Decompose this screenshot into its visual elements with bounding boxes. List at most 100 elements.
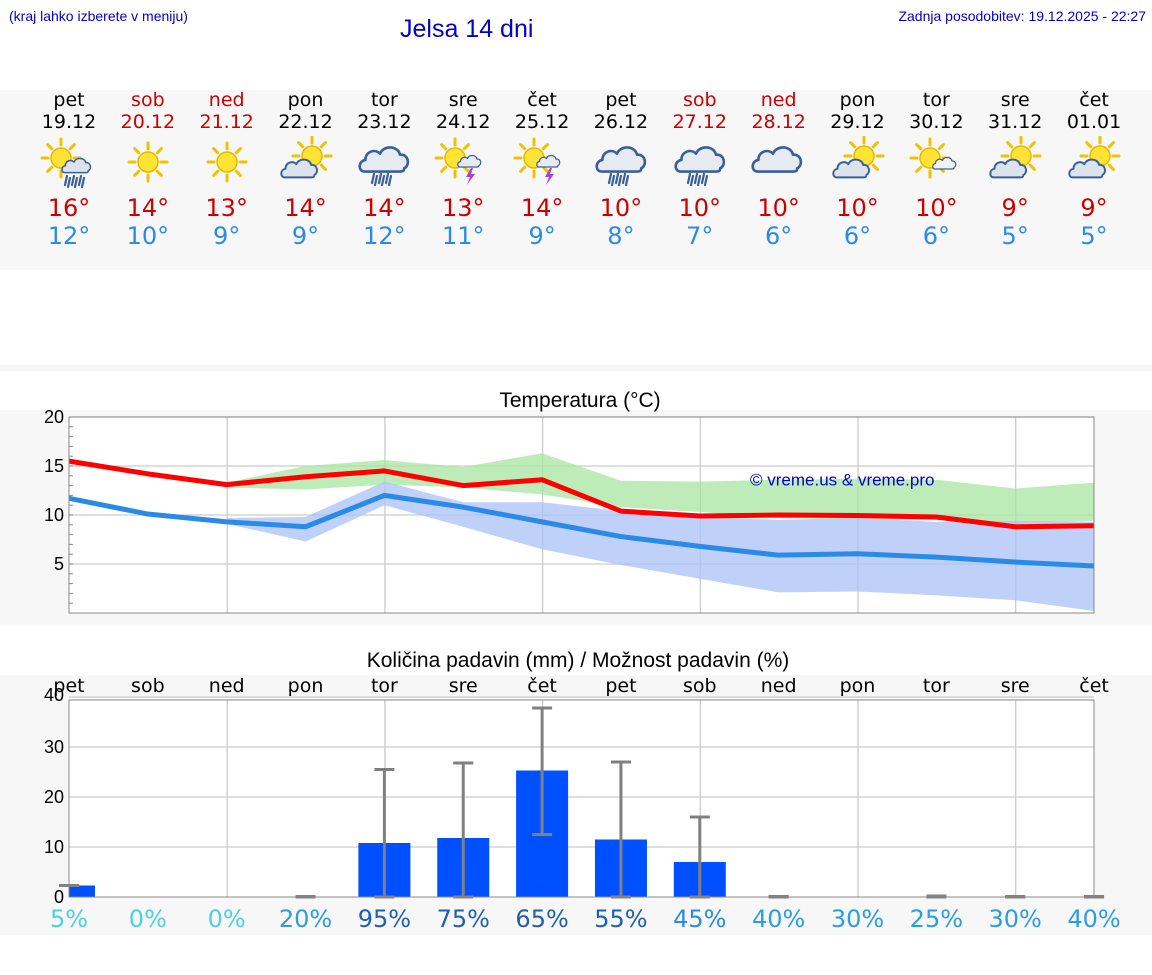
temperature-chart: Temperatura (°C) 20 15 10 5 © vreme.us & vrem… — [0, 389, 1152, 625]
plot-frame — [68, 699, 1095, 898]
min-temperature-band — [226, 481, 1095, 612]
cloudy-icon — [751, 146, 802, 173]
location-hint: (kraj lahko izberete v meniju) — [9, 8, 188, 24]
max-temperature: 13° — [205, 194, 248, 222]
min-temperature: 6° — [843, 222, 872, 250]
sun-icon — [127, 141, 169, 183]
max-temperature: 14° — [363, 194, 406, 222]
forecast-strip — [0, 90, 1152, 270]
max-temperature-line — [68, 458, 1095, 530]
day-of-week: čet — [527, 89, 557, 111]
y-tick-label: 10 — [44, 505, 64, 525]
y-tick-label: 10 — [44, 837, 64, 857]
day-of-week: pet — [605, 89, 637, 111]
precipitation-probability: 5% — [50, 905, 88, 933]
precipitation-probability: 20% — [279, 905, 332, 933]
day-column: pet 26.12 10° 8° — [581, 90, 661, 250]
category-label: sob — [683, 675, 717, 697]
partly-cloudy-icon — [989, 136, 1042, 179]
y-tick-label: 20 — [44, 787, 64, 807]
y-tick-label: 30 — [44, 737, 64, 757]
category-label: pet — [53, 675, 84, 697]
min-temperature: 12° — [47, 222, 91, 250]
cloud-rain-icon — [358, 146, 410, 187]
day-column: sob 27.12 10° 7° — [660, 90, 740, 250]
day-date: 29.12 — [830, 111, 885, 133]
day-of-week: čet — [1079, 89, 1109, 111]
watermark: © vreme.us & vreme.pro — [750, 471, 934, 490]
category-label: sob — [131, 675, 165, 697]
sun-shape — [206, 141, 248, 183]
cloud-shape — [358, 146, 410, 173]
precipitation-probability: 40% — [752, 905, 805, 933]
rain-drops — [63, 174, 86, 189]
day-of-week: pet — [53, 89, 85, 111]
day-of-week: sre — [1000, 89, 1030, 111]
sun-small-cloud-icon — [909, 137, 957, 179]
chart-title: Količina padavin (mm) / Možnost padavin … — [367, 649, 790, 672]
max-temperature: 10° — [836, 194, 879, 222]
lightning-bolt — [545, 168, 555, 185]
day-date: 01.01 — [1066, 111, 1122, 133]
category-label: tor — [371, 675, 398, 697]
day-column: tor 23.12 14° 12° — [344, 90, 424, 250]
day-date: 22.12 — [278, 111, 333, 133]
max-temperature: 14° — [284, 194, 327, 222]
min-temperature: 9° — [213, 222, 241, 250]
day-date: 30.12 — [909, 111, 964, 133]
day-date: 20.12 — [120, 111, 176, 133]
cloud-rain-icon — [674, 146, 725, 187]
max-temperature: 14° — [126, 194, 170, 222]
day-of-week: tor — [370, 89, 398, 111]
y-tick-label: 5 — [54, 554, 64, 574]
day-date: 24.12 — [436, 111, 491, 133]
precipitation-probability: 30% — [831, 905, 884, 933]
max-temperature: 9° — [1001, 194, 1029, 222]
sun-icon — [206, 141, 248, 183]
day-date: 21.12 — [199, 111, 254, 133]
day-of-week: sob — [683, 89, 717, 111]
day-column: pon 29.12 10° 6° — [818, 90, 898, 250]
y-tick-label: 15 — [44, 456, 64, 476]
day-column: tor 30.12 10° 6° — [896, 90, 976, 250]
day-column: ned 21.12 13° 9° — [187, 90, 267, 250]
chart-title: Temperatura (°C) — [499, 389, 660, 412]
max-temperature: 10° — [915, 194, 958, 222]
precipitation-bar — [69, 885, 95, 897]
day-date: 25.12 — [514, 111, 570, 133]
y-tick-label: 0 — [54, 887, 64, 907]
day-column: sob 20.12 14° 10° — [108, 90, 188, 250]
plot-area — [69, 700, 1094, 897]
min-temperature: 11° — [441, 222, 485, 250]
max-temperature-band — [226, 453, 1095, 523]
day-of-week: ned — [208, 89, 245, 111]
cloud-shape — [989, 158, 1028, 179]
precipitation-probability: 95% — [358, 905, 411, 933]
day-column: čet 01.01 9° 5° — [1054, 90, 1134, 250]
lightning-bolt — [466, 168, 476, 185]
cloud-rain-icon — [595, 146, 647, 187]
day-column: ned 28.12 10° 6° — [739, 90, 819, 250]
min-temperature: 5° — [1001, 222, 1029, 250]
cloud-shape — [595, 146, 647, 173]
category-label: ned — [209, 675, 245, 697]
precipitation-probability: 55% — [594, 905, 647, 933]
sun-cloud-rain-icon — [40, 137, 92, 189]
rain-drops — [686, 172, 708, 187]
cloud-shape — [674, 146, 725, 173]
y-tick-label: 20 — [44, 407, 64, 427]
partly-cloudy-icon — [1068, 136, 1121, 179]
last-updated: Zadnja posodobitev: 19.12.2025 - 22:27 — [898, 8, 1146, 24]
precipitation-probability: 40% — [1067, 905, 1120, 933]
precipitation-probability: 45% — [673, 905, 726, 933]
precipitation-chart: Količina padavin (mm) / Možnost padavin … — [0, 649, 1152, 935]
min-temperature: 9° — [291, 222, 320, 250]
max-temperature: 16° — [47, 194, 91, 222]
day-date: 23.12 — [357, 111, 412, 133]
divider — [0, 365, 1152, 371]
precipitation-probability: 75% — [437, 905, 490, 933]
category-label: pon — [288, 675, 324, 697]
precipitation-probability: 65% — [515, 905, 568, 933]
rain-drops — [607, 172, 630, 187]
precipitation-probability: 30% — [989, 905, 1042, 933]
